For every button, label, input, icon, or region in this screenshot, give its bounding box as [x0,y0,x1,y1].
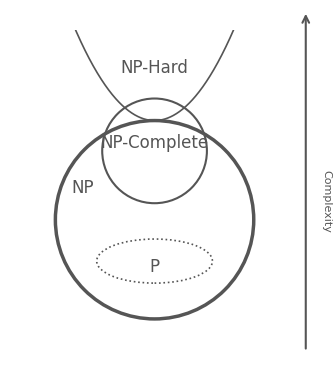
Text: Complexity: Complexity [321,170,331,233]
Text: P: P [150,258,160,276]
Text: NP-Complete: NP-Complete [100,134,209,152]
Text: NP: NP [72,179,94,197]
Text: NP-Hard: NP-Hard [121,59,188,77]
